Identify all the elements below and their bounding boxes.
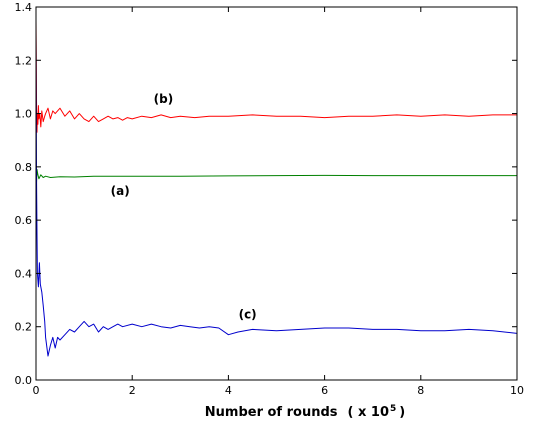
x-tick-label: 2 [129, 384, 136, 397]
series-layer [35, 20, 518, 357]
x-axis-title: Number of rounds ( x 105) [205, 404, 405, 420]
x-axis-title-exponent: 5 [390, 404, 396, 414]
x-axis-title-close: ) [399, 405, 405, 420]
y-tick-label: 0.2 [15, 321, 33, 334]
x-tick-label: 10 [510, 384, 524, 397]
annotation-layer: (a) (b) (c) [111, 92, 257, 322]
x-tick-label: 8 [417, 384, 424, 397]
series-annotation: (b) [154, 92, 174, 106]
x-axis-title-unit: ( x 10 [348, 405, 389, 420]
y-tick-label: 1.4 [15, 1, 33, 14]
x-tick-label: 0 [33, 384, 40, 397]
ticks-layer: 0 2 4 6 8 10 0.0 0.2 0.4 0.6 0.8 1.0 1.2 1.4 [15, 1, 525, 397]
y-tick-label: 1.2 [15, 54, 33, 67]
y-tick-label: 0.8 [15, 161, 33, 174]
x-tick-label: 4 [225, 384, 232, 397]
y-tick-label: 0.6 [15, 214, 33, 227]
x-tick-label: 6 [321, 384, 328, 397]
plot-frame [35, 6, 518, 381]
series-annotation: (c) [239, 308, 257, 322]
series-line-2 [35, 33, 518, 357]
series-annotation: (a) [111, 184, 130, 198]
x-axis-title-text: Number of rounds [205, 405, 338, 420]
series-line-0 [35, 169, 517, 221]
y-tick-label: 0.4 [15, 267, 33, 280]
series-line-1 [35, 20, 517, 133]
y-tick-label: 1.0 [15, 108, 33, 121]
y-tick-label: 0.0 [15, 374, 33, 387]
